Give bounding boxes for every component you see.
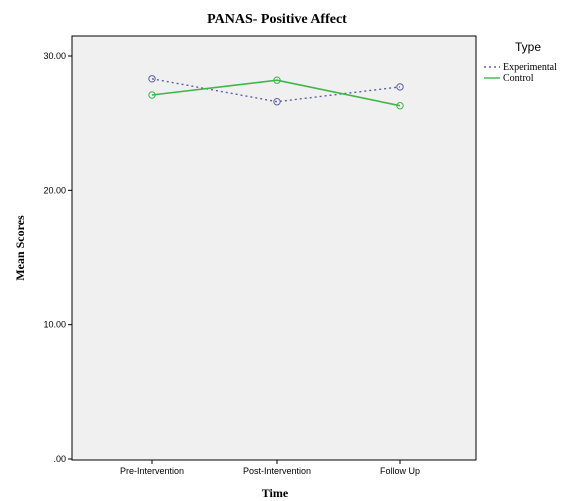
legend-title: Type xyxy=(515,40,541,54)
chart-title: PANAS- Positive Affect xyxy=(207,12,347,27)
x-tick-label: Post-Intervention xyxy=(243,466,311,476)
control-series-line xyxy=(151,79,401,107)
x-tick-label: Pre-Intervention xyxy=(120,466,184,476)
y-axis: .00 10.00 20.00 30.00 xyxy=(43,51,72,464)
control-legend-label: Control xyxy=(503,73,534,84)
y-tick-label: 30.00 xyxy=(43,51,66,61)
experimental-point xyxy=(273,98,281,106)
x-tick-label: Follow Up xyxy=(380,466,420,476)
experimental-point xyxy=(396,83,404,91)
control-point xyxy=(273,76,281,84)
plot-area xyxy=(71,35,477,461)
control-point xyxy=(396,102,404,110)
y-tick-label: 20.00 xyxy=(43,185,66,195)
series-layer xyxy=(148,75,404,110)
y-tick-label: .00 xyxy=(53,454,66,464)
x-axis-title: Time xyxy=(262,486,289,500)
experimental-point xyxy=(148,75,156,83)
control-point xyxy=(148,91,156,99)
x-axis: Pre-Intervention Post-Intervention Follow … xyxy=(120,460,420,476)
y-tick-label: 10.00 xyxy=(43,320,66,330)
y-axis-title: Mean Scores xyxy=(13,215,27,281)
experimental-legend-label: Experimental xyxy=(503,62,557,73)
